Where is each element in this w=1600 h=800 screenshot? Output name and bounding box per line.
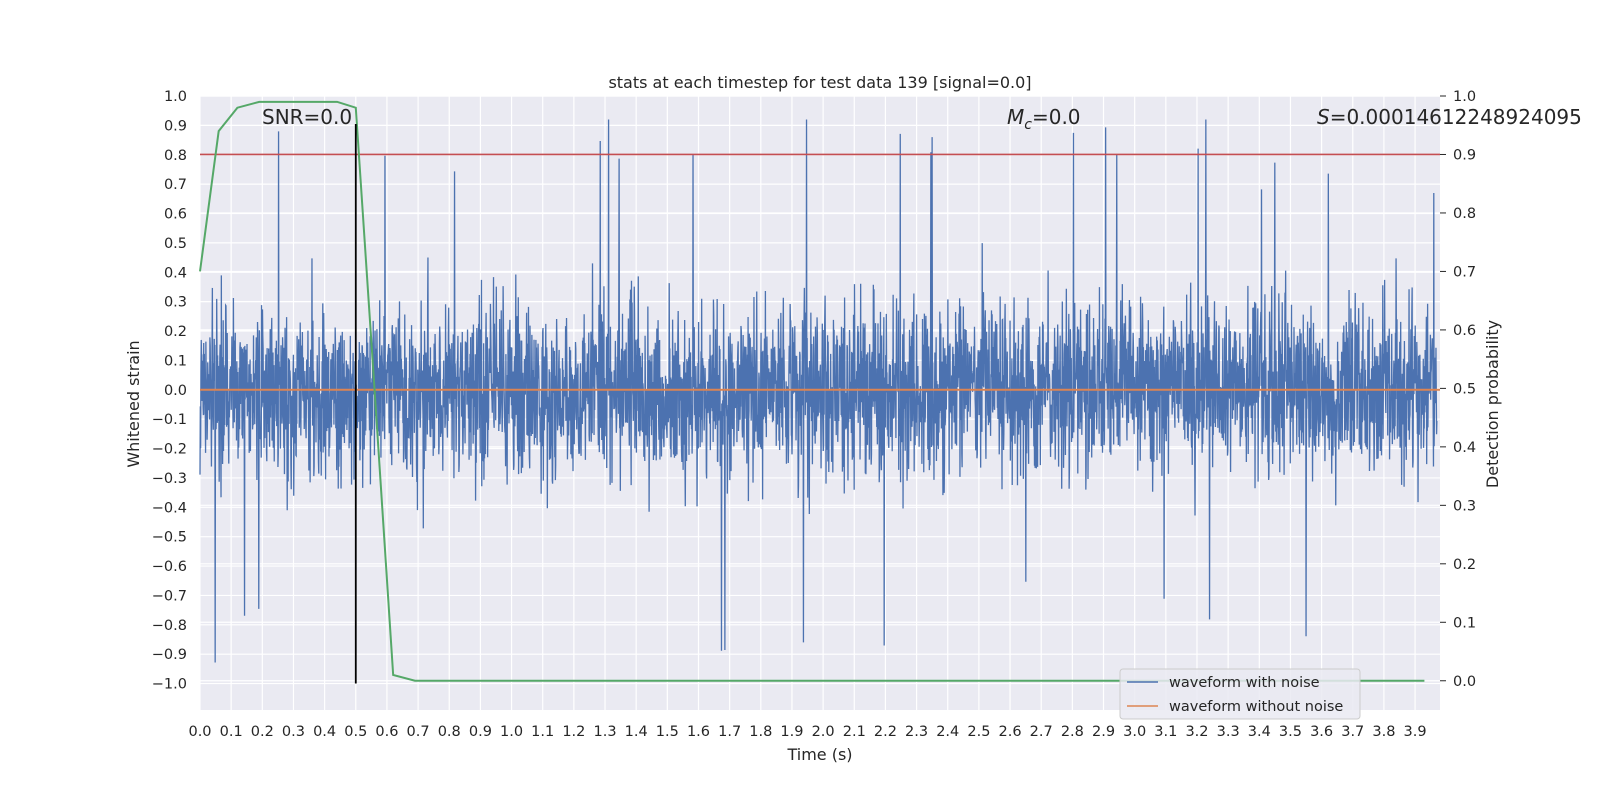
left-axis-label: Whitened strain xyxy=(124,340,143,467)
series-waveform-with-noise xyxy=(199,119,1438,663)
left-y-tick-labels: 1.0 0.9 0.8 0.7 0.6 0.5 0.4 0.3 0.2 0.1 0.0 −0.1 −0.… xyxy=(152,89,187,693)
snr-annotation: SNR=0.0 xyxy=(262,105,352,129)
right-y-tick-labels: 1.0 0.9 0.8 0.7 0.6 0.5 0.4 0.3 0.2 0.1 0.0 xyxy=(1453,89,1476,690)
series-detection-probability xyxy=(199,100,1425,682)
x-tick-label: 1.0 xyxy=(500,724,523,740)
legend: waveform with noise waveform without noi… xyxy=(1119,668,1361,720)
x-tick-label: 2.0 xyxy=(812,724,835,740)
y-tick-label: −0.4 xyxy=(152,500,187,516)
x-tick-label: 0.5 xyxy=(344,724,367,740)
x-tick-label: 2.1 xyxy=(843,724,866,740)
y-tick-label: 0.1 xyxy=(164,353,187,369)
right-tick-label: 0.1 xyxy=(1453,615,1476,631)
legend-label-noise: waveform with noise xyxy=(1169,675,1320,691)
y-tick-label: 0.0 xyxy=(164,383,187,399)
right-tick-label: 0.3 xyxy=(1453,498,1476,514)
y-tick-label: 1.0 xyxy=(164,89,187,105)
x-tick-label: 0.7 xyxy=(407,724,430,740)
right-axis-label: Detection probability xyxy=(1483,320,1502,488)
x-tick-label: 3.5 xyxy=(1279,724,1302,740)
y-tick-label: −0.2 xyxy=(152,442,187,458)
x-tick-label: 1.2 xyxy=(562,724,585,740)
x-tick-label: 1.5 xyxy=(656,724,679,740)
right-tick-label: 0.6 xyxy=(1453,323,1476,339)
x-tick-label: 3.4 xyxy=(1248,724,1271,740)
x-tick-label: 2.2 xyxy=(874,724,897,740)
x-tick-label: 1.1 xyxy=(531,724,554,740)
right-tick-label: 0.4 xyxy=(1453,440,1476,456)
right-tick-label: 0.0 xyxy=(1453,674,1476,690)
y-tick-label: 0.3 xyxy=(164,295,187,311)
x-tick-label: 2.8 xyxy=(1061,724,1084,740)
x-tick-label: 0.4 xyxy=(313,724,336,740)
x-tick-label: 0.3 xyxy=(282,724,305,740)
legend-box xyxy=(1119,668,1361,720)
y-tick-label: −0.5 xyxy=(152,530,187,546)
right-tick-label: 0.9 xyxy=(1453,147,1476,163)
s-symbol: S xyxy=(1317,105,1330,129)
s-value: =0.00014612248924095 xyxy=(1330,105,1582,129)
y-tick-label: 0.4 xyxy=(164,265,187,281)
chirp-mass-symbol: M xyxy=(1007,105,1024,129)
chart-title: stats at each timestep for test data 139… xyxy=(608,73,1031,92)
x-tick-label: 3.0 xyxy=(1123,724,1146,740)
x-tick-label: 2.3 xyxy=(905,724,928,740)
x-tick-label: 1.8 xyxy=(749,724,772,740)
x-tick-label: 0.1 xyxy=(220,724,243,740)
x-tick-label: 3.6 xyxy=(1310,724,1333,740)
x-tick-label: 1.9 xyxy=(780,724,803,740)
right-tick-label: 0.2 xyxy=(1453,557,1476,573)
y-tick-label: −0.1 xyxy=(152,412,187,428)
x-tick-label: 2.4 xyxy=(936,724,959,740)
x-tick-label: 1.6 xyxy=(687,724,710,740)
chirp-mass-subscript: c xyxy=(1024,117,1032,133)
x-tick-label: 2.7 xyxy=(1030,724,1053,740)
right-tick-label: 0.5 xyxy=(1453,381,1476,397)
x-tick-label: 3.9 xyxy=(1404,724,1427,740)
right-tick-label: 0.8 xyxy=(1453,206,1476,222)
y-tick-label: 0.9 xyxy=(164,118,187,134)
x-tick-label: 0.6 xyxy=(375,724,398,740)
y-tick-label: 0.5 xyxy=(164,236,187,252)
y-tick-label: 0.8 xyxy=(164,148,187,164)
x-tick-label: 2.9 xyxy=(1092,724,1115,740)
x-tick-label: 2.6 xyxy=(999,724,1022,740)
noise-trace xyxy=(199,119,1438,663)
x-tick-label: 0.0 xyxy=(188,724,211,740)
x-tick-label: 3.8 xyxy=(1372,724,1395,740)
right-tick-label: 1.0 xyxy=(1453,89,1476,105)
y-tick-label: 0.6 xyxy=(164,207,187,223)
legend-label-clean: waveform without noise xyxy=(1169,699,1343,715)
x-tick-label: 0.8 xyxy=(438,724,461,740)
y-tick-label: −0.6 xyxy=(152,559,187,575)
y-tick-label: 0.7 xyxy=(164,177,187,193)
y-tick-label: −0.3 xyxy=(152,471,187,487)
y-tick-label: 0.2 xyxy=(164,324,187,340)
x-tick-label: 3.3 xyxy=(1217,724,1240,740)
x-tick-label: 2.5 xyxy=(967,724,990,740)
x-tick-label: 3.1 xyxy=(1154,724,1177,740)
x-tick-label: 0.9 xyxy=(469,724,492,740)
y-tick-label: −0.9 xyxy=(152,647,187,663)
right-tick-label: 0.7 xyxy=(1453,264,1476,280)
x-axis-label: Time (s) xyxy=(786,745,852,764)
x-tick-label: 1.4 xyxy=(625,724,648,740)
probability-trace xyxy=(199,100,1425,682)
s-annotation: S=0.00014612248924095 xyxy=(1317,105,1582,129)
x-tick-label: 1.7 xyxy=(718,724,741,740)
y-tick-label: −1.0 xyxy=(152,677,187,693)
y-tick-label: −0.7 xyxy=(152,588,187,604)
x-tick-label: 3.2 xyxy=(1185,724,1208,740)
x-tick-label: 3.7 xyxy=(1341,724,1364,740)
x-tick-label: 1.3 xyxy=(593,724,616,740)
chirp-mass-value: =0.0 xyxy=(1032,105,1081,129)
x-tick-label: 0.2 xyxy=(251,724,274,740)
chirp-mass-annotation: Mc=0.0 xyxy=(1007,105,1081,133)
x-tick-labels: 0.0 0.1 0.2 0.3 0.4 0.5 0.6 0.7 0.8 0.9 1.0 1.1 1.2 1… xyxy=(188,724,1426,740)
y-tick-label: −0.8 xyxy=(152,618,187,634)
